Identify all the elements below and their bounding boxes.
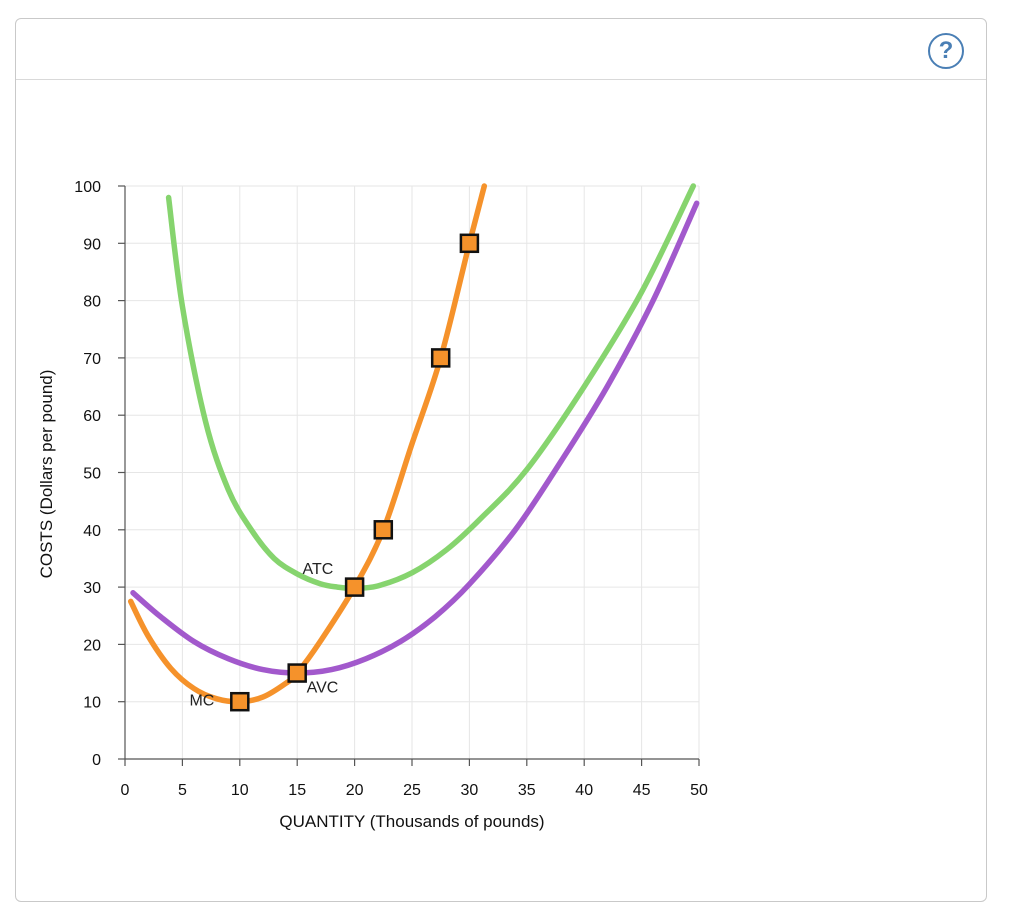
- chart-curves: [127, 183, 700, 705]
- x-tick-label: 10: [231, 782, 249, 799]
- series-avc-line: [130, 200, 700, 676]
- question-panel: ?: [15, 18, 987, 902]
- x-tick-label: 20: [346, 782, 364, 799]
- y-tick-label: 50: [83, 466, 101, 483]
- y-tick-label: 70: [83, 351, 101, 368]
- header-divider: [16, 79, 986, 80]
- y-tick-label: 20: [83, 637, 101, 654]
- x-tick-label: 30: [461, 782, 479, 799]
- x-axis-title: QUANTITY (Thousands of pounds): [279, 812, 544, 831]
- y-tick-label: 60: [83, 408, 101, 425]
- x-tick-label: 0: [121, 782, 130, 799]
- mc-point-marker[interactable]: [344, 577, 365, 597]
- x-tick-label: 25: [403, 782, 421, 799]
- y-tick-label: 0: [92, 752, 101, 769]
- series-mc-line: [127, 183, 488, 705]
- curve-label-mc: MC: [189, 693, 214, 710]
- mc-point-marker[interactable]: [230, 691, 250, 712]
- help-icon-glyph: ?: [938, 37, 954, 64]
- y-tick-label: 10: [83, 695, 101, 712]
- help-icon[interactable]: ?: [928, 33, 964, 69]
- mc-point-marker[interactable]: [287, 663, 307, 683]
- y-tick-label: 100: [74, 179, 101, 196]
- x-tick-label: 35: [518, 782, 536, 799]
- chart-labels: ATC AVC MC: [189, 561, 338, 710]
- y-tick-label: 90: [83, 236, 101, 253]
- y-tick-label: 30: [83, 580, 101, 597]
- y-tick-label: 80: [83, 294, 101, 311]
- x-tick-label: 40: [575, 782, 593, 799]
- x-tick-label: 5: [178, 782, 187, 799]
- chart-grid: [125, 185, 700, 759]
- y-tick-label: 40: [83, 523, 101, 540]
- chart-points: [230, 233, 480, 712]
- chart-ticks: 0 5 10 15 20 25 30 35 40 45 50 0 10 20 30 40 50 60 70 80 90 1…: [74, 179, 708, 799]
- y-axis-title: COSTS (Dollars per pound): [37, 370, 56, 579]
- x-tick-label: 50: [690, 782, 708, 799]
- mc-point-marker[interactable]: [373, 520, 394, 540]
- curve-label-avc: AVC: [307, 680, 339, 697]
- curve-label-atc: ATC: [302, 561, 333, 578]
- mc-point-marker[interactable]: [459, 233, 480, 254]
- mc-point-marker[interactable]: [430, 348, 451, 368]
- x-tick-label: 45: [633, 782, 651, 799]
- x-tick-label: 15: [288, 782, 306, 799]
